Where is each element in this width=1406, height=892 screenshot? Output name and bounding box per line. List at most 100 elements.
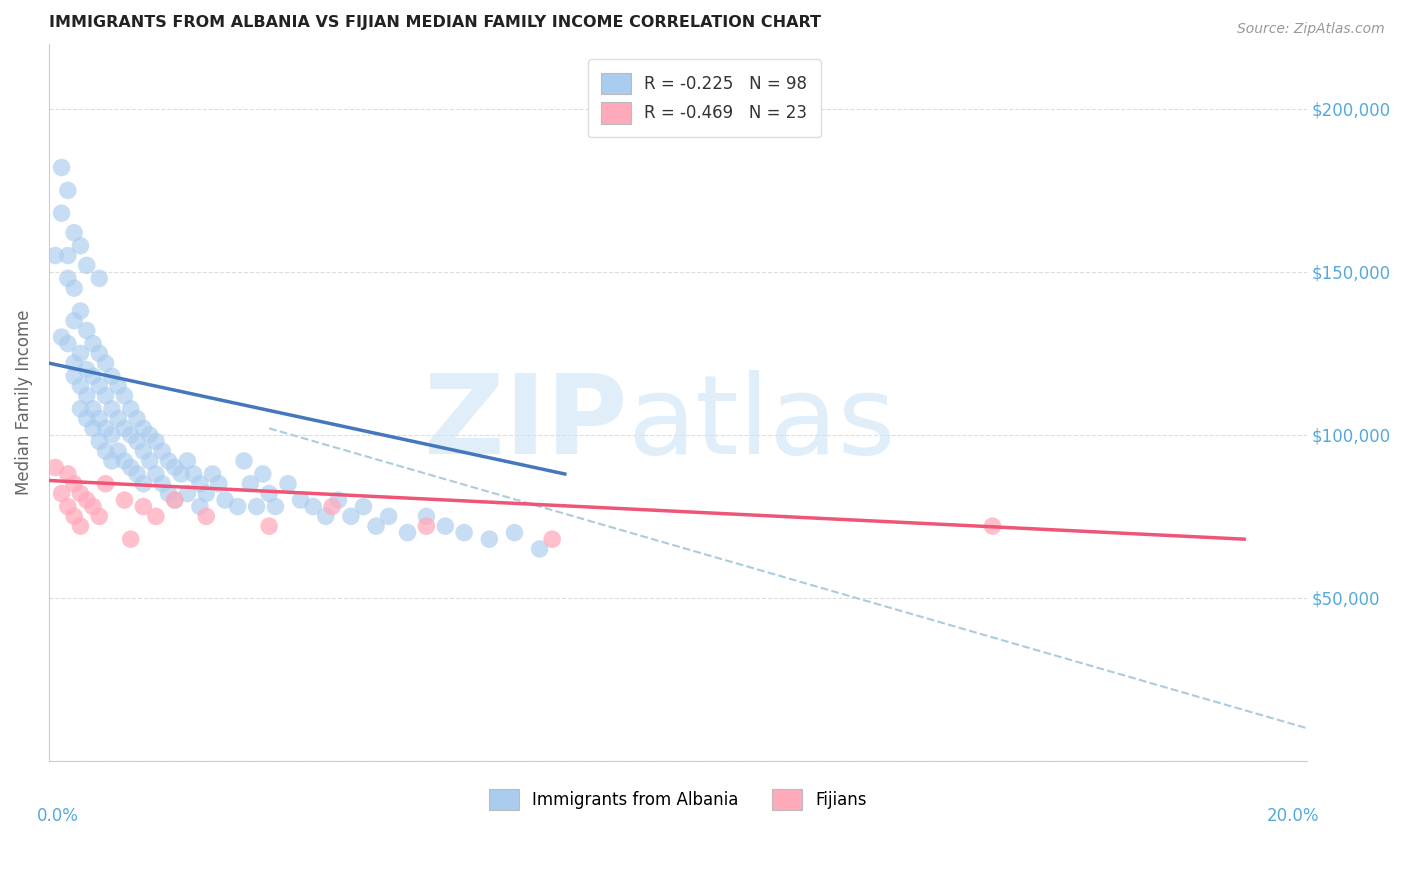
Point	[56, 500, 79, 514]
Point	[150, 444, 173, 458]
Text: Source: ZipAtlas.com: Source: ZipAtlas.com	[1237, 22, 1385, 37]
Point	[145, 467, 167, 481]
Point	[201, 467, 224, 481]
Point	[89, 346, 111, 360]
Point	[94, 476, 117, 491]
Point	[125, 434, 148, 449]
Point	[264, 500, 287, 514]
Point	[56, 248, 79, 262]
Point	[541, 532, 564, 546]
Point	[101, 427, 124, 442]
Point	[82, 421, 104, 435]
Point	[94, 421, 117, 435]
Point	[63, 476, 86, 491]
Point	[176, 486, 198, 500]
Point	[107, 379, 129, 393]
Point	[302, 500, 325, 514]
Point	[114, 389, 136, 403]
Point	[138, 427, 160, 442]
Text: atlas: atlas	[627, 370, 896, 477]
Point	[364, 519, 387, 533]
Point	[396, 525, 419, 540]
Point	[56, 183, 79, 197]
Point	[277, 476, 299, 491]
Point	[63, 314, 86, 328]
Point	[132, 476, 155, 491]
Point	[120, 401, 142, 416]
Point	[183, 467, 205, 481]
Point	[163, 493, 186, 508]
Point	[257, 486, 280, 500]
Point	[69, 519, 91, 533]
Point	[214, 493, 236, 508]
Y-axis label: Median Family Income: Median Family Income	[15, 310, 32, 495]
Point	[188, 500, 211, 514]
Point	[315, 509, 337, 524]
Point	[157, 486, 180, 500]
Point	[69, 304, 91, 318]
Point	[107, 411, 129, 425]
Point	[56, 336, 79, 351]
Point	[76, 493, 98, 508]
Point	[89, 379, 111, 393]
Point	[377, 509, 399, 524]
Point	[107, 444, 129, 458]
Legend: Immigrants from Albania, Fijians: Immigrants from Albania, Fijians	[482, 782, 873, 817]
Point	[415, 509, 437, 524]
Point	[94, 356, 117, 370]
Point	[328, 493, 350, 508]
Point	[163, 493, 186, 508]
Point	[353, 500, 375, 514]
Point	[76, 411, 98, 425]
Point	[76, 362, 98, 376]
Point	[69, 379, 91, 393]
Text: ZIP: ZIP	[425, 370, 627, 477]
Point	[94, 389, 117, 403]
Point	[89, 271, 111, 285]
Point	[176, 454, 198, 468]
Point	[63, 281, 86, 295]
Point	[132, 500, 155, 514]
Point	[89, 411, 111, 425]
Point	[101, 401, 124, 416]
Point	[415, 519, 437, 533]
Point	[170, 467, 193, 481]
Point	[114, 493, 136, 508]
Point	[51, 486, 73, 500]
Point	[163, 460, 186, 475]
Point	[82, 401, 104, 416]
Point	[51, 161, 73, 175]
Point	[69, 401, 91, 416]
Point	[69, 239, 91, 253]
Point	[51, 206, 73, 220]
Point	[145, 509, 167, 524]
Point	[125, 411, 148, 425]
Point	[82, 500, 104, 514]
Point	[120, 427, 142, 442]
Point	[125, 467, 148, 481]
Point	[340, 509, 363, 524]
Text: 20.0%: 20.0%	[1267, 807, 1320, 825]
Point	[63, 369, 86, 384]
Point	[51, 330, 73, 344]
Point	[145, 434, 167, 449]
Point	[188, 476, 211, 491]
Point	[321, 500, 343, 514]
Text: IMMIGRANTS FROM ALBANIA VS FIJIAN MEDIAN FAMILY INCOME CORRELATION CHART: IMMIGRANTS FROM ALBANIA VS FIJIAN MEDIAN…	[49, 15, 821, 30]
Point	[120, 532, 142, 546]
Point	[76, 389, 98, 403]
Point	[101, 454, 124, 468]
Point	[257, 519, 280, 533]
Point	[56, 271, 79, 285]
Point	[132, 421, 155, 435]
Point	[44, 248, 66, 262]
Point	[63, 509, 86, 524]
Point	[63, 226, 86, 240]
Point	[56, 467, 79, 481]
Point	[132, 444, 155, 458]
Point	[69, 346, 91, 360]
Text: 0.0%: 0.0%	[37, 807, 79, 825]
Point	[453, 525, 475, 540]
Point	[63, 356, 86, 370]
Point	[157, 454, 180, 468]
